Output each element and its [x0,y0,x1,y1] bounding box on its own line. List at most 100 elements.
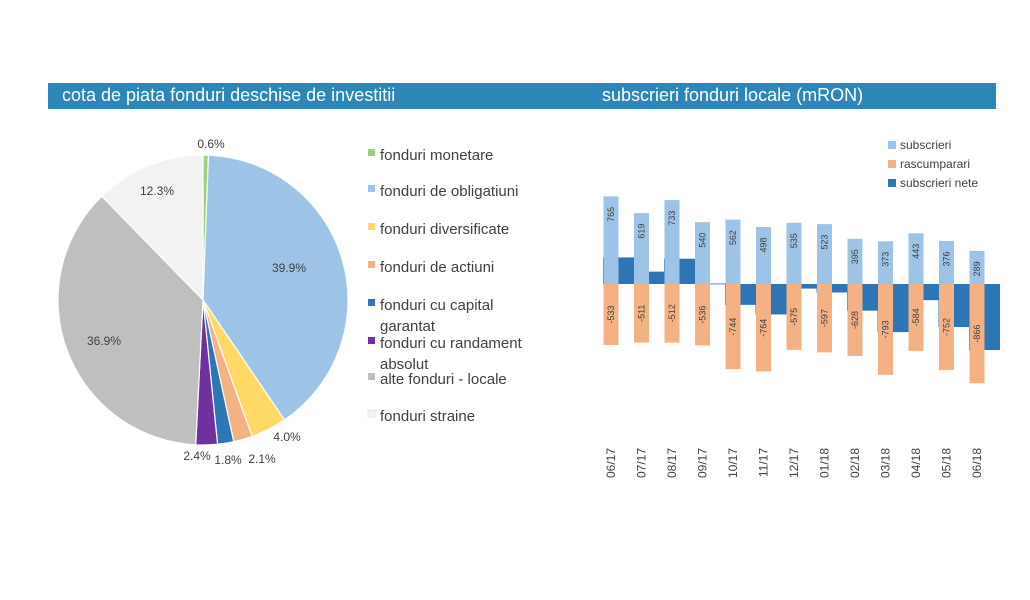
bar-chart-title-banner: subscrieri fonduri locale (mRON) [600,83,996,109]
x-tick-04/18: 04/18 [909,448,923,478]
label-subscrieri-02/18: 395 [850,249,860,264]
legend-label-fonduri-straine: fonduri straine [380,408,475,425]
label-rascumparari-11/17: -764 [759,319,769,337]
label-subscrieri-05/18: 376 [942,251,952,266]
pie-label-fonduri-cu-capital-garantat: 1.8% [214,453,242,467]
legend-label-fonduri-monetare: fonduri monetare [380,147,493,164]
bar-rascumparari-03/18 [878,284,893,375]
legend-label-fonduri-cu-capital-garantat: garantat [380,318,436,335]
bar-subscrieri-03/18 [878,241,893,284]
bar-rascumparari-07/17 [634,284,649,343]
label-subscrieri-06/17: 765 [606,207,616,222]
bar-rascumparari-08/17 [664,284,680,343]
label-subscrieri-12/17: 535 [789,233,799,248]
label-subscrieri-08/17: 733 [667,211,677,226]
pie-label-alte-fonduri-locale: 36.9% [87,334,121,348]
bar-subscrieri-12/17 [786,222,802,284]
label-rascumparari-10/17: -744 [728,318,738,336]
legend-swatch-rascumparari [888,160,896,168]
bar-rascumparari-09/17 [695,284,710,346]
bar-subscrieri-09/17 [695,222,710,284]
legend-swatch-subscrieri-nete [888,179,896,187]
pie-chart-title: cota de piata fonduri deschise de invest… [62,85,396,105]
label-rascumparari-09/17: -536 [698,306,708,324]
x-tick-02/18: 02/18 [848,448,862,478]
label-subscrieri-11/17: 498 [759,237,769,252]
x-tick-12/17: 12/17 [787,448,801,478]
bar-subscrieri-06/17 [603,196,619,284]
label-subscrieri-01/18: 523 [820,235,830,250]
x-tick-06/17: 06/17 [604,448,618,478]
bar-subscrieri-11/17 [756,226,771,284]
label-subscrieri-09/17: 540 [698,233,708,248]
pie-slice-alte-fonduri-locale [57,195,204,446]
legend-label-fonduri-de-actiuni: fonduri de actiuni [380,259,494,276]
bar-rascumparari-01/18 [817,284,832,353]
legend-swatch-fonduri-cu-randament-absolut [368,337,375,344]
legend-swatch-subscrieri [888,141,896,149]
bar-chart-title: subscrieri fonduri locale (mRON) [602,85,864,105]
x-tick-06/18: 06/18 [970,448,984,478]
legend-label-alte-fonduri-locale: alte fonduri - locale [380,371,507,388]
label-subscrieri-04/18: 443 [911,244,921,259]
x-tick-09/17: 09/17 [696,448,710,478]
x-tick-05/18: 05/18 [940,448,954,478]
label-rascumparari-02/18: -628 [850,311,860,329]
bar-rascumparari-04/18 [908,284,924,351]
bar-rascumparari-06/18 [969,284,985,384]
legend-label-fonduri-cu-randament-absolut: fonduri cu randament [380,335,523,352]
x-tick-08/17: 08/17 [665,448,679,478]
x-tick-01/18: 01/18 [818,448,832,478]
legend-label-fonduri-cu-capital-garantat: fonduri cu capital [380,297,493,314]
label-subscrieri-06/18: 289 [972,261,982,276]
legend-swatch-fonduri-de-actiuni [368,261,375,268]
label-rascumparari-05/18: -752 [942,318,952,336]
x-tick-11/17: 11/17 [757,448,771,477]
pie-label-fonduri-straine: 12.3% [140,184,174,198]
bar-subscrieri-05/18 [939,240,954,284]
pie-label-fonduri-diversificate: 4.0% [273,430,301,444]
label-subscrieri-03/18: 373 [881,252,891,267]
label-rascumparari-03/18: -793 [881,320,891,338]
label-rascumparari-06/17: -533 [606,306,616,324]
x-tick-03/18: 03/18 [879,448,893,478]
label-rascumparari-04/18: -584 [911,308,921,326]
pie-chart-title-banner: cota de piata fonduri deschise de invest… [48,83,600,109]
pie-label-fonduri-monetare: 0.6% [197,137,225,151]
label-subscrieri-07/17: 619 [637,224,647,239]
bar-subscrieri-06/18 [969,250,985,284]
legend-label-fonduri-cu-randament-absolut: absolut [380,356,429,373]
legend-swatch-fonduri-monetare [368,149,375,156]
x-tick-07/17: 07/17 [635,448,649,478]
bar-rascumparari-12/17 [786,284,802,350]
pie-slice-fonduri-straine [100,154,204,302]
legend-swatch-fonduri-de-obligatiuni [368,185,375,192]
bar-subscrieri-10/17 [725,219,741,284]
label-subscrieri-10/17: 562 [728,230,738,245]
label-rascumparari-08/17: -512 [667,304,677,322]
bar-rascumparari-02/18 [847,284,863,356]
legend-label-subscrieri-nete: subscrieri nete [900,176,978,190]
legend-label-rascumparari: rascumparari [900,157,970,171]
legend-swatch-alte-fonduri-locale [368,373,375,380]
bar-rascumparari-05/18 [939,284,954,371]
pie-label-fonduri-cu-randament-absolut: 2.4% [183,449,211,463]
legend-swatch-fonduri-straine [367,409,376,418]
label-rascumparari-12/17: -575 [789,308,799,326]
x-tick-10/17: 10/17 [726,448,740,478]
market-share-pie-chart: 0.6% 39.9% 4.0% 2.1% 1.8%2.4% 36.9% 12.3% fondu… [57,137,523,467]
legend-swatch-fonduri-cu-capital-garantat [368,299,375,306]
legend-swatch-fonduri-diversificate [368,223,375,230]
bar-subscrieri-01/18 [817,224,832,284]
bar-subscrieri-02/18 [847,238,863,284]
pie-slice-fonduri-de-obligatiuni [202,154,349,421]
legend-label-fonduri-de-obligatiuni: fonduri de obligatiuni [380,183,518,200]
bar-rascumparari-10/17 [725,284,741,370]
label-rascumparari-07/17: -511 [637,305,647,322]
bar-rascumparari-06/17 [603,284,619,346]
label-rascumparari-01/18: -597 [820,309,830,327]
bar-rascumparari-11/17 [756,284,771,372]
legend-label-fonduri-diversificate: fonduri diversificate [380,221,509,238]
pie-label-fonduri-de-obligatiuni: 39.9% [272,261,306,275]
